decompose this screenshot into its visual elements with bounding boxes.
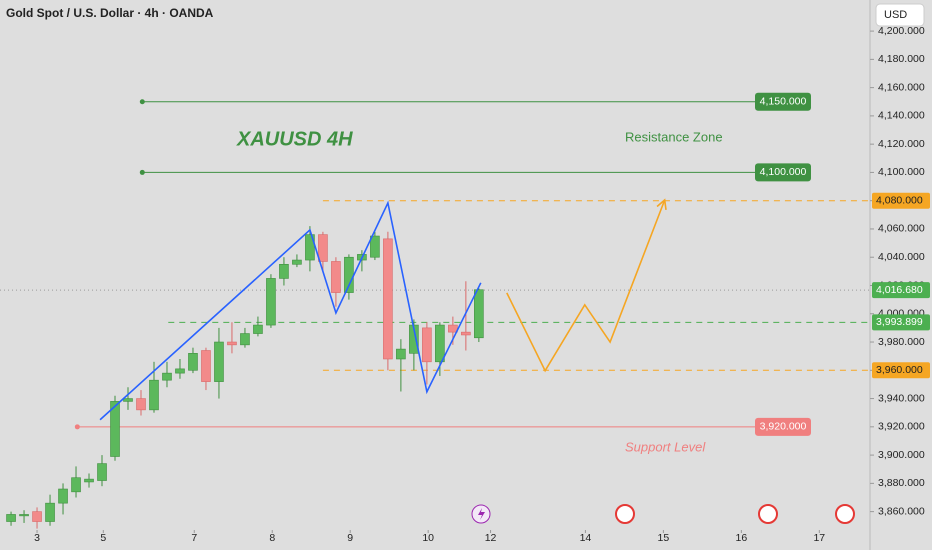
y-tick-label: 4,140.000 (878, 110, 925, 122)
axis-price-label: 3,993.899 (876, 316, 923, 328)
x-tick-label: 14 (580, 532, 592, 544)
candle-body (84, 478, 94, 483)
x-tick-label: 17 (813, 532, 825, 544)
y-tick-label: 3,980.000 (878, 336, 925, 348)
candle-body (266, 278, 276, 326)
y-tick-label: 4,180.000 (878, 53, 925, 65)
x-tick-label: 10 (422, 532, 434, 544)
candle-body (32, 511, 42, 522)
x-tick-label: 8 (269, 532, 275, 544)
level-label: 3,920.000 (760, 421, 807, 433)
candle-body (474, 289, 484, 339)
candle-body (279, 263, 289, 279)
candle-body (45, 502, 55, 522)
event-icon[interactable] (615, 504, 635, 524)
candle-body (305, 234, 315, 261)
y-tick-label: 3,860.000 (878, 505, 925, 517)
candle-body (149, 379, 159, 411)
x-tick-label: 12 (485, 532, 497, 544)
y-tick-label: 4,200.000 (878, 25, 925, 37)
level-label-box (755, 92, 811, 111)
event-icons (471, 504, 855, 524)
level-anchor (74, 424, 80, 430)
chart-title: Gold Spot / U.S. Dollar · 4h · OANDA (6, 6, 214, 20)
trend-drawing (506, 199, 666, 373)
event-icon[interactable] (758, 504, 778, 524)
axis-price-box (872, 362, 930, 379)
candle-body (110, 401, 120, 457)
x-tick-label: 3 (34, 532, 40, 544)
x-tick-label: 7 (191, 532, 197, 544)
level-label-box (755, 163, 811, 182)
y-tick-label: 4,160.000 (878, 81, 925, 93)
y-tick-label: 4,120.000 (878, 138, 925, 150)
y-tick-label: 3,940.000 (878, 392, 925, 404)
y-tick-label: 3,920.000 (878, 421, 925, 433)
resistance-annotation: Resistance Zone (625, 129, 723, 144)
y-tick-label: 3,900.000 (878, 449, 925, 461)
candle-body (422, 327, 432, 363)
candle-body (461, 331, 471, 336)
axis-price-label: 4,016.680 (876, 284, 923, 296)
candle-body (19, 514, 29, 517)
trend-drawing (99, 200, 482, 421)
candle-body (448, 324, 458, 333)
candle-body (383, 238, 393, 360)
event-icon[interactable] (835, 504, 855, 524)
event-glyph (478, 508, 485, 520)
level-label-box (755, 417, 811, 436)
support-annotation: Support Level (625, 439, 706, 454)
candle-body (123, 398, 133, 402)
candle-body (292, 259, 302, 265)
x-tick-label: 15 (658, 532, 670, 544)
y-tick-label: 3,880.000 (878, 477, 925, 489)
currency-label[interactable]: USD (884, 9, 907, 21)
axis-price-label: 3,960.000 (876, 364, 923, 376)
x-tick-label: 5 (100, 532, 106, 544)
candle-body (188, 353, 198, 371)
candle-body (97, 463, 107, 481)
candle-body (227, 341, 237, 346)
level-label: 4,100.000 (760, 166, 807, 178)
candle-body (370, 235, 380, 258)
candle-body (240, 333, 250, 346)
level-anchor (139, 169, 145, 175)
candle-body (331, 261, 341, 293)
candle-body (71, 477, 81, 493)
candle-body (201, 350, 211, 382)
y-tick-label: 4,060.000 (878, 223, 925, 235)
candle-body (435, 324, 445, 363)
candle-body (58, 488, 68, 504)
axis-price-box (872, 314, 930, 331)
candle-body (318, 234, 328, 262)
level-label: 4,150.000 (760, 96, 807, 108)
candle-body (175, 368, 185, 374)
axis-price-box (872, 192, 930, 209)
candle-body (136, 398, 146, 411)
candle-body (214, 341, 224, 382)
candle-body (162, 372, 172, 381)
arrow-head (656, 198, 667, 211)
currency-button[interactable] (875, 3, 925, 27)
axis-price-label: 4,080.000 (876, 194, 923, 206)
y-tick-label: 4,100.000 (878, 166, 925, 178)
level-anchor (139, 99, 145, 105)
candle-body (253, 324, 263, 334)
x-tick-label: 16 (736, 532, 748, 544)
candle-body (396, 348, 406, 360)
x-tick-label: 9 (347, 532, 353, 544)
symbol-annotation: XAUUSD 4H (236, 128, 353, 150)
y-tick-label: 4,040.000 (878, 251, 925, 263)
axis-price-box (872, 282, 930, 299)
candle-body (6, 514, 16, 522)
